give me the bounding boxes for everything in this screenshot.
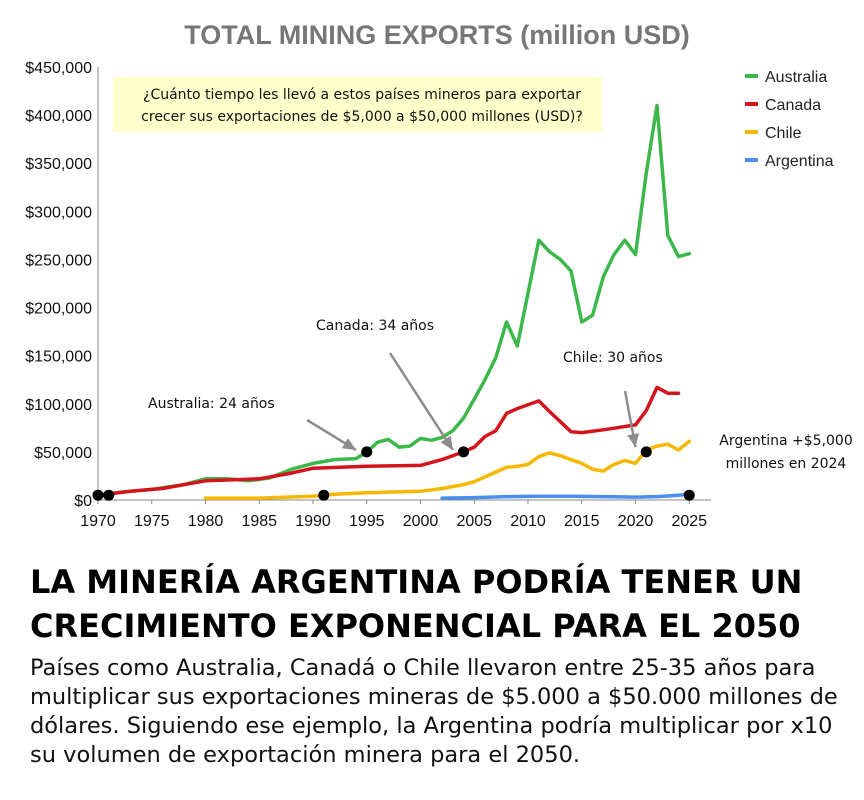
x-tick-label: 2015 <box>564 513 600 530</box>
annotation-arrow-head <box>440 435 453 450</box>
y-tick-label: $200,000 <box>25 301 92 318</box>
legend-label-argentina: Argentina <box>765 153 834 170</box>
x-tick-label: 2025 <box>671 513 707 530</box>
annotation-arrow-line <box>388 352 454 451</box>
y-tick-label: $250,000 <box>25 252 92 269</box>
chart-title: TOTAL MINING EXPORTS (million USD) <box>184 20 690 50</box>
question-line-1: ¿Cuánto tiempo les llevó a estos países … <box>143 87 581 103</box>
series-line-argentina <box>440 492 692 500</box>
x-tick-label: 2010 <box>510 513 546 530</box>
y-tick-label: $350,000 <box>25 156 92 173</box>
y-tick-label: $0 <box>74 493 92 510</box>
chart-axes <box>97 67 711 501</box>
series-lines <box>96 103 692 500</box>
y-tick-label: $50,000 <box>34 445 92 462</box>
legend-label-chile: Chile <box>765 125 802 142</box>
annotation-arrow-head <box>341 438 356 450</box>
x-axis-ticks: 1970 1975 1980 1985 1990 1995 2000 2005 2010 2015… <box>80 500 707 530</box>
y-tick-label: $300,000 <box>25 204 92 221</box>
x-tick-label: 1975 <box>134 513 170 530</box>
annotations: Australia: 24 años Canada: 34 años Chile: … <box>148 318 853 472</box>
mining-exports-chart: TOTAL MINING EXPORTS (million USD) ¿Cuán… <box>25 20 853 530</box>
x-tick-label: 1995 <box>349 513 385 530</box>
annotation-label: Canada: 34 años <box>316 318 434 334</box>
milestone-marker <box>103 489 115 501</box>
y-tick-label: $400,000 <box>25 108 92 125</box>
milestone-marker <box>640 446 652 458</box>
annotation-arrow-head <box>627 433 639 448</box>
legend: Australia Canada Chile Argentina <box>745 69 834 170</box>
x-tick-label: 1980 <box>188 513 224 530</box>
question-line-2: crecer sus exportaciones de $5,000 a $50… <box>141 109 583 125</box>
annotation-label: Chile: 30 años <box>563 350 663 366</box>
annotation-label: Argentina +$5,000 <box>719 433 852 449</box>
series-line-australia <box>96 103 692 497</box>
milestone-marker <box>458 446 469 458</box>
series-line-chile <box>203 439 692 500</box>
x-tick-label: 2005 <box>456 513 492 530</box>
headline: LA MINERÍA ARGENTINA PODRÍA TENER UN CRE… <box>30 560 850 648</box>
y-axis-ticks: $0 $50,000 $100,000 $150,000 $200,000 $250,00… <box>25 60 92 510</box>
question-box-background <box>113 77 602 132</box>
x-tick-label: 1990 <box>295 513 331 530</box>
body-text: Países como Australia, Canadá o Chile ll… <box>30 655 838 768</box>
annotation-label: millones en 2024 <box>726 456 847 472</box>
legend-label-australia: Australia <box>765 69 827 86</box>
series-line-canada <box>96 385 681 497</box>
headline-line-1: LA MINERÍA ARGENTINA PODRÍA TENER UN <box>30 563 803 601</box>
milestone-marker <box>318 489 330 501</box>
annotation-label: Australia: 24 años <box>148 396 275 412</box>
milestone-markers <box>92 446 695 501</box>
milestone-marker <box>361 446 373 458</box>
x-tick-label: 1985 <box>241 513 277 530</box>
question-box: ¿Cuánto tiempo les llevó a estos países … <box>113 77 602 132</box>
y-tick-label: $100,000 <box>25 397 92 414</box>
headline-line-2: CRECIMIENTO EXPONENCIAL PARA EL 2050 <box>30 607 801 645</box>
annotation-arrows <box>306 352 639 452</box>
x-tick-label: 2020 <box>618 513 654 530</box>
y-tick-label: $450,000 <box>25 60 92 77</box>
legend-label-canada: Canada <box>765 97 821 114</box>
milestone-marker <box>683 489 695 501</box>
x-tick-label: 1970 <box>80 513 116 530</box>
x-tick-label: 2000 <box>403 513 439 530</box>
milestone-marker <box>92 489 104 501</box>
y-tick-label: $150,000 <box>25 349 92 366</box>
